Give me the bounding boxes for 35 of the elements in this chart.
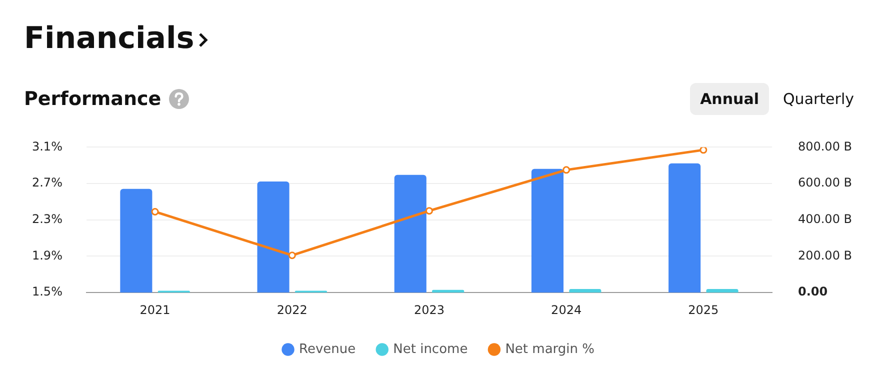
legend-label: Revenue — [299, 342, 356, 357]
y2-tick-label: 0.00 — [798, 284, 828, 299]
bar — [394, 174, 426, 293]
bar — [531, 168, 564, 293]
chart-subtitle: Performance — [24, 88, 162, 110]
y2-tick-label: 200.00 B — [798, 248, 852, 262]
text: Annual — [690, 83, 769, 115]
point — [562, 166, 570, 174]
point — [288, 252, 296, 260]
bar — [257, 182, 290, 293]
text: Quarterly — [782, 89, 855, 110]
y-tick-label: 2.7% — [32, 176, 62, 190]
x-tick-label: 2023 — [414, 302, 444, 317]
x-tick-label: 2021 — [140, 302, 170, 317]
legend-label: Net margin % — [505, 342, 594, 357]
y-tick-label: 1.9% — [32, 248, 62, 262]
bar — [432, 290, 464, 293]
bar — [120, 188, 152, 293]
bar — [569, 288, 602, 293]
bar — [706, 288, 738, 293]
x-tick-label: 2022 — [276, 302, 308, 317]
y-tick-label: 1.5% — [32, 284, 62, 299]
y-tick-label: 2.3% — [32, 212, 62, 226]
y-tick-label: 3.1% — [32, 139, 62, 154]
point — [151, 208, 159, 216]
x-tick-label: 2024 — [551, 302, 582, 317]
chart-title: Financials — [24, 20, 194, 56]
x-tick-label: 2025 — [688, 302, 719, 317]
legend-label: Net income — [393, 342, 468, 357]
point — [425, 207, 433, 215]
bar — [668, 163, 701, 293]
y2-tick-label: 800.00 B — [798, 139, 852, 154]
y2-tick-label: 600.00 B — [798, 176, 852, 190]
y2-tick-label: 400.00 B — [798, 212, 852, 226]
point — [700, 147, 708, 154]
